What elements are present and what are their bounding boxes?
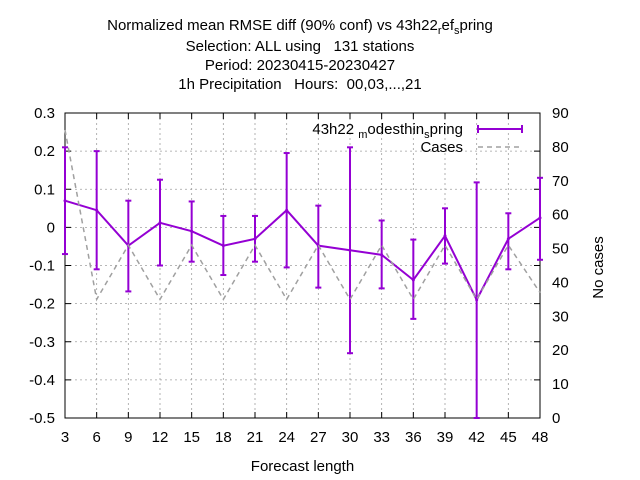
data-point [506,237,510,241]
x-tick-label: 42 [468,429,485,446]
x-tick-label: 24 [278,429,295,446]
y2-tick-label: 40 [552,274,569,291]
y2-tick-label: 10 [552,376,569,393]
x-tick-label: 18 [215,429,232,446]
x-tick-label: 27 [310,429,327,446]
chart-title-line-2: Selection: ALL using 131 stations [185,38,415,55]
y-tick-label: -0.5 [29,410,55,427]
y2-tick-label: 90 [552,105,569,122]
x-tick-label: 39 [437,429,454,446]
data-point [348,248,352,252]
legend-label-rmse: 43h22 modesthinspring [312,121,463,141]
y-tick-label: -0.4 [29,372,55,389]
x-tick-label: 9 [124,429,132,446]
data-point [63,199,67,203]
chart-title-line-4: 1h Precipitation Hours: 00,03,...,21 [178,76,422,93]
y2-tick-label: 0 [552,410,560,427]
y-tick-label: -0.1 [29,258,55,275]
series-line-cases [64,129,541,302]
y-tick-label: 0.2 [34,143,55,160]
y2-tick-label: 30 [552,308,569,325]
data-point [475,298,479,302]
y2-axis-label: No cases [590,236,607,299]
series-line-rmse [64,199,541,303]
data-point [443,234,447,238]
x-tick-label: 21 [247,429,264,446]
data-point [380,253,384,257]
legend-label-cases: Cases [420,139,463,156]
y-tick-label: 0 [47,219,55,236]
x-tick-label: 6 [92,429,100,446]
data-point [95,208,99,212]
data-point [158,221,162,225]
data-point [190,229,194,233]
data-point [285,208,289,212]
x-tick-label: 30 [342,429,359,446]
data-point [411,278,415,282]
x-tick-label: 12 [152,429,169,446]
y2-tick-label: 80 [552,139,569,156]
data-point [221,244,225,248]
chart-title-line-1: Normalized mean RMSE diff (90% conf) vs … [107,17,493,37]
y-tick-label: 0.3 [34,105,55,122]
y2-tick-label: 60 [552,207,569,224]
y-tick-label: -0.3 [29,334,55,351]
x-tick-label: 48 [532,429,549,446]
x-tick-label: 3 [61,429,69,446]
x-axis-label: Forecast length [251,458,354,475]
x-tick-label: 36 [405,429,422,446]
y2-tick-label: 70 [552,173,569,190]
x-tick-label: 15 [183,429,200,446]
y2-tick-label: 50 [552,241,569,258]
y2-tick-label: 20 [552,342,569,359]
data-point [253,237,257,241]
y-tick-label: 0.1 [34,181,55,198]
data-point [538,216,542,220]
x-tick-label: 33 [373,429,390,446]
x-tick-label: 45 [500,429,517,446]
y-tick-label: -0.2 [29,296,55,313]
chart-title-line-3: Period: 20230415-20230427 [204,57,396,74]
